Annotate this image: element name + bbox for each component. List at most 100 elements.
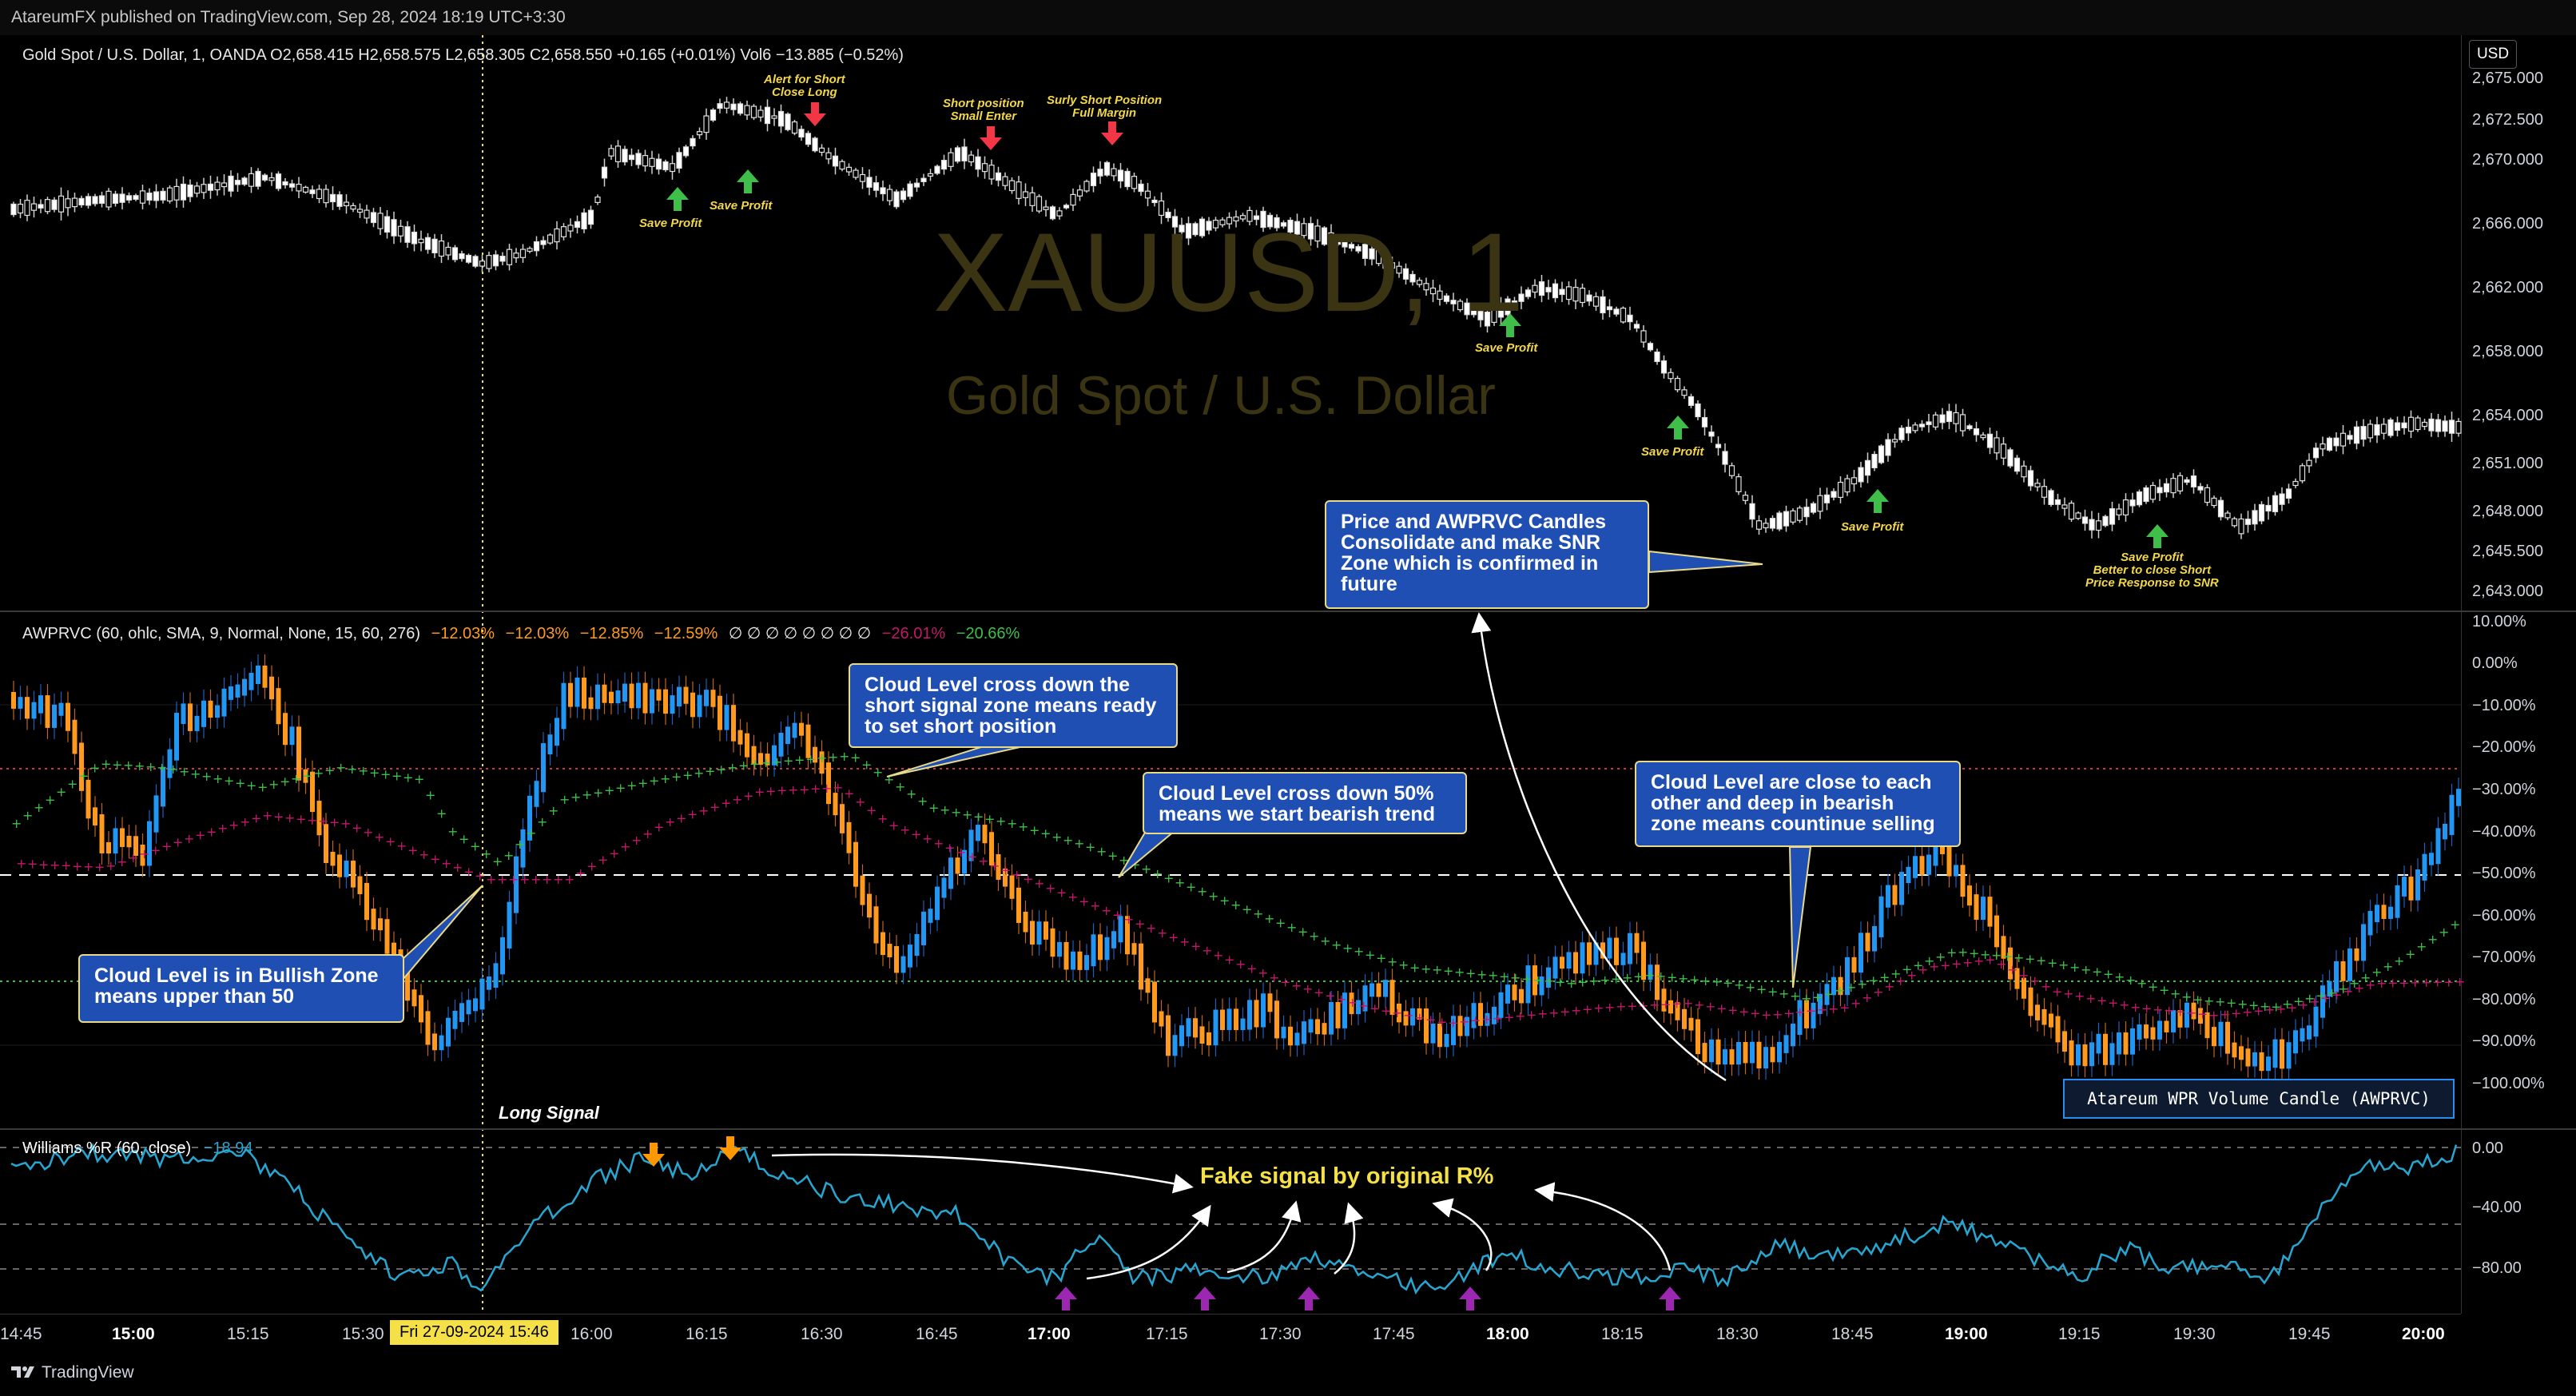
- price-candle: [2353, 426, 2360, 444]
- awprvc-bar: [1213, 1009, 1218, 1046]
- cloud-green-dot: +: [89, 761, 100, 776]
- awprvc-bar: [799, 722, 804, 736]
- price-candle: [112, 193, 119, 204]
- cloud-magenta-dot: +: [1191, 939, 1201, 954]
- price-candle: [1668, 372, 1674, 380]
- awprvc-bar: [85, 779, 91, 819]
- price-candle: [1817, 495, 1823, 512]
- cloud-green-dot: +: [2159, 983, 2169, 998]
- awprvc-bar: [2280, 1039, 2284, 1069]
- tradingview-logo-icon[interactable]: [11, 1365, 35, 1379]
- awprvc-bar: [337, 854, 342, 877]
- awprvc-tick-3: −10.00%: [2472, 697, 2536, 714]
- price-candle: [1280, 222, 1287, 227]
- cloud-magenta-dot: +: [564, 872, 574, 887]
- cloud-green-dot: +: [1208, 889, 1218, 904]
- price-candle: [234, 180, 241, 185]
- currency-button[interactable]: USD: [2469, 40, 2517, 69]
- pane-separator-2[interactable]: [0, 1128, 2576, 1130]
- price-candle: [2075, 512, 2081, 519]
- awprvc-bar: [113, 828, 118, 854]
- awprvc-bar: [1071, 951, 1075, 970]
- chart-area[interactable]: [0, 35, 2461, 1314]
- awprvc-bar: [582, 677, 586, 709]
- cloud-magenta-dot: +: [407, 843, 418, 858]
- fake-signal-arrow-icon: [1432, 1198, 1493, 1271]
- awprvc-tick-1: 10.00%: [2472, 613, 2526, 630]
- awprvc-bar: [819, 751, 825, 774]
- price-candle: [1008, 180, 1016, 192]
- awprvc-bar: [1566, 952, 1572, 969]
- pane-separator-1[interactable]: [0, 611, 2576, 612]
- awprvc-bar: [1166, 1015, 1171, 1056]
- price-candle: [1660, 360, 1668, 374]
- time-axis[interactable]: 14:45 15:00 15:15 15:30 16:00 16:15 16:3…: [0, 1314, 2461, 1353]
- cloud-green-dot: +: [1890, 966, 1901, 981]
- cloud-green-dot: +: [145, 759, 156, 774]
- cloud-green-dot: +: [1812, 990, 1823, 1005]
- awprvc-bar: [507, 901, 512, 949]
- awprvc-bar: [982, 825, 988, 844]
- awprvc-bar: [58, 702, 64, 716]
- awprvc-bar: [1389, 980, 1395, 1015]
- awprvc-bar: [1016, 887, 1021, 923]
- cloud-green-dot: +: [2427, 932, 2438, 947]
- price-candle: [1973, 428, 1980, 436]
- cloud-green-dot: +: [794, 753, 805, 768]
- awprvc-bar: [785, 726, 790, 745]
- cloud-green-dot: +: [839, 749, 849, 764]
- awprvc-bar: [1811, 1002, 1816, 1028]
- price-candle: [424, 237, 431, 250]
- price-candle: [614, 145, 622, 163]
- cloud-magenta-dot: +: [2208, 1008, 2219, 1023]
- price-candle: [479, 261, 486, 267]
- awprvc-bar: [1322, 1023, 1327, 1035]
- cloud-magenta-dot: +: [2074, 988, 2085, 1004]
- price-candle: [2380, 424, 2387, 434]
- wpr-tick-2: −40.00: [2472, 1199, 2522, 1216]
- awprvc-bar: [697, 694, 702, 718]
- awprvc-bar: [378, 918, 383, 931]
- time-tick: 15:30: [342, 1325, 384, 1343]
- price-candle: [1776, 512, 1783, 530]
- price-candle: [2306, 459, 2312, 467]
- awprvc-bar: [493, 963, 499, 988]
- awprvc-bar: [1750, 1041, 1755, 1064]
- cloud-green-dot: +: [2316, 988, 2326, 1004]
- price-candle: [465, 254, 472, 263]
- awprvc-bar: [2395, 885, 2400, 918]
- awprvc-bar: [1349, 992, 1354, 1015]
- awprvc-bar: [1770, 1047, 1775, 1063]
- awprvc-bar: [1465, 1016, 1469, 1036]
- cloud-magenta-dot: +: [128, 850, 138, 865]
- cloud-magenta-dot: +: [340, 816, 351, 831]
- price-candle: [119, 193, 125, 203]
- awprvc-bar: [1804, 1000, 1809, 1028]
- awprvc-bar: [1485, 1012, 1490, 1026]
- price-candle: [1375, 249, 1382, 264]
- awprvc-bar: [229, 686, 233, 700]
- awprvc-bar: [1139, 943, 1143, 990]
- indicator-title-box[interactable]: Atareum WPR Volume Candle (AWPRVC): [2063, 1079, 2455, 1119]
- cloud-green-dot: +: [1801, 991, 1811, 1006]
- cloud-green-dot: +: [671, 770, 682, 785]
- price-candle: [1722, 451, 1728, 465]
- cloud-magenta-dot: +: [441, 856, 451, 871]
- price-tick-6: 2,658.000: [2472, 343, 2543, 360]
- awprvc-bar: [1865, 933, 1870, 952]
- awprvc-bar: [38, 695, 43, 714]
- price-candle: [98, 195, 105, 204]
- cloud-green-dot: +: [1835, 983, 1845, 998]
- price-candle: [649, 157, 655, 167]
- cloud-green-dot: +: [850, 750, 861, 766]
- wpr-line: [10, 1143, 2458, 1295]
- awprvc-bar: [1329, 1001, 1334, 1035]
- price-axis[interactable]: [2461, 35, 2576, 1314]
- awprvc-bar: [384, 919, 390, 954]
- awprvc-tick-12: −100.00%: [2472, 1075, 2545, 1092]
- price-candle: [51, 199, 58, 210]
- price-candle: [166, 187, 173, 202]
- cloud-green-dot: +: [380, 766, 391, 782]
- cloud-magenta-dot: +: [2141, 1000, 2152, 1016]
